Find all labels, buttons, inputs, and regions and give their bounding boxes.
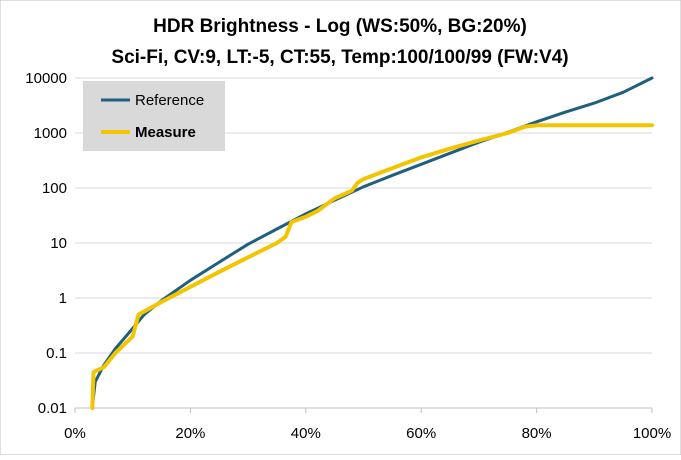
- y-tick-label: 1000: [34, 125, 67, 142]
- y-tick-label: 10: [50, 235, 67, 252]
- y-tick-label: 0.1: [46, 345, 67, 362]
- x-tick-label: 40%: [291, 425, 321, 442]
- legend: Reference Measure: [83, 81, 225, 151]
- chart-subtitle: Sci-Fi, CV:9, LT:-5, CT:55, Temp:100/100…: [111, 47, 568, 68]
- axis-ticks: 0.01 0.1 1 10 100 1000 10000 0% 20% 40% 60% 80% 100%: [25, 70, 671, 442]
- x-tick-label: 100%: [633, 425, 671, 442]
- y-tick-label: 10000: [25, 70, 67, 87]
- plot-area: [90, 76, 654, 410]
- legend-label-measure: Measure: [135, 124, 196, 141]
- y-tick-label: 100: [42, 180, 67, 197]
- x-tick-label: 80%: [522, 425, 552, 442]
- legend-label-reference: Reference: [135, 92, 204, 109]
- legend-background: [83, 81, 225, 151]
- x-tick-label: 20%: [175, 425, 205, 442]
- y-tick-label: 0.01: [38, 400, 67, 417]
- x-tick-label: 0%: [64, 425, 86, 442]
- chart-title: HDR Brightness - Log (WS:50%, BG:20%): [153, 16, 527, 37]
- x-tick-label: 60%: [406, 425, 436, 442]
- series-line-measure: [90, 123, 654, 410]
- y-tick-label: 1: [59, 290, 67, 307]
